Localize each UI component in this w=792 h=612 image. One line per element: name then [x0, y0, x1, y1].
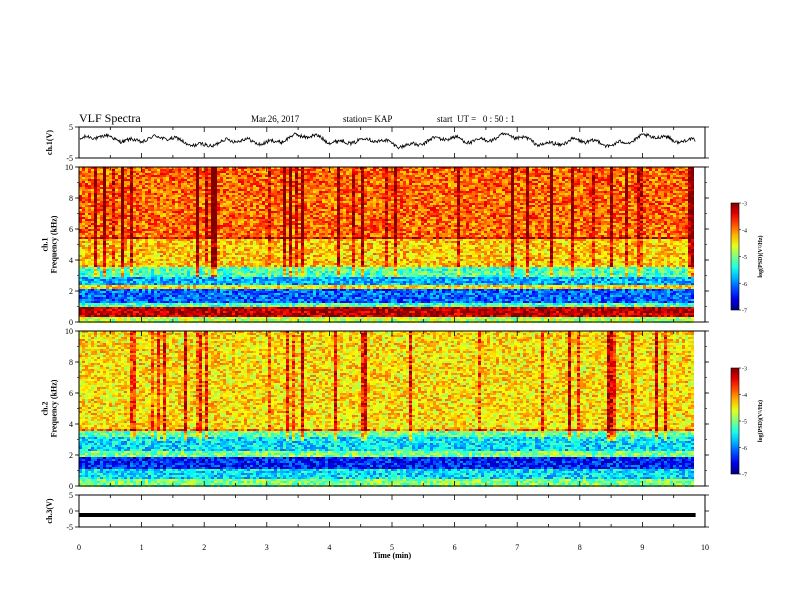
figure-title: VLF Spectra [79, 111, 141, 126]
ch2-spectrogram-colorbar-label: log(PSD)(V²/Hz) [757, 400, 764, 442]
ch2-spectrogram-ytick-label: 2 [69, 451, 73, 460]
ch3-waveform-ytick-label: -5 [66, 523, 73, 532]
ch1-trace [79, 131, 696, 150]
ch3-ylabel: ch.3(V) [45, 498, 54, 523]
station-label: station= KAP [343, 114, 392, 124]
ch1-spectrogram-ytick-label: 8 [69, 194, 73, 203]
ch1-spectrogram-ytick-label: 4 [69, 256, 73, 265]
x-tick-label: 7 [515, 543, 519, 552]
ch1-spectrogram-ylabel: Frequency (kHz) [50, 215, 59, 273]
ch2-spectrogram-colorbar [730, 367, 740, 475]
ch3-waveform-ytick-label: 5 [69, 491, 73, 500]
x-axis-label: Time (min) [373, 551, 412, 560]
ch2-spectrogram-ytick-label: 10 [65, 327, 73, 336]
start-time-label: start UT = 0 : 50 : 1 [437, 114, 515, 124]
ch1-ylabel: ch.1(V) [45, 130, 54, 155]
ch1-waveform-ytick-label: 5 [69, 123, 73, 132]
ch2-spectrogram-ytick-label: 0 [69, 482, 73, 491]
ch2-spectrogram-colorbar-tick-label: -3 [742, 367, 747, 373]
x-tick-label: 10 [701, 543, 709, 552]
ch1-spectrogram-colorbar-tick-label: -6 [742, 282, 747, 288]
ch1-spectrogram-colorbar-tick-label: -7 [742, 309, 747, 315]
x-tick-label: 9 [640, 543, 644, 552]
ch1-spectrogram-ytick-label: 0 [69, 318, 73, 327]
ch1-spectrogram-colorbar-label: log(PSD)(V²/Hz) [757, 235, 764, 277]
ch2-spectrogram-ytick-label: 8 [69, 358, 73, 367]
ch2-spectrogram-image [79, 331, 694, 487]
ch1-waveform-ytick-label: -5 [66, 154, 73, 163]
date-label: Mar.26, 2017 [251, 114, 299, 124]
ch2-spectrogram-ylabel: ch.2 [41, 402, 50, 416]
ch1-spectrogram-ytick-label: 2 [69, 287, 73, 296]
x-tick-label: 1 [140, 543, 144, 552]
ch1-spectrogram-colorbar-tick-label: -4 [742, 228, 747, 234]
x-tick-label: 5 [390, 543, 394, 552]
x-tick-label: 0 [77, 543, 81, 552]
x-tick-label: 2 [202, 543, 206, 552]
ch2-spectrogram-ylabel: Frequency (kHz) [50, 379, 59, 437]
ch2-spectrogram-colorbar-tick-label: -7 [742, 473, 747, 479]
ch2-spectrogram-colorbar-tick-label: -6 [742, 446, 747, 452]
x-tick-label: 8 [578, 543, 582, 552]
ch1-spectrogram-colorbar-tick-label: -5 [742, 255, 747, 261]
x-tick-label: 3 [265, 543, 269, 552]
ch1-spectrogram-colorbar-tick-label: -3 [742, 202, 747, 208]
ch2-spectrogram-colorbar-tick-label: -4 [742, 393, 747, 399]
x-tick-label: 4 [327, 543, 331, 552]
ch2-spectrogram-ytick-label: 4 [69, 420, 73, 429]
ch1-spectrogram-colorbar [730, 202, 740, 311]
ch1-spectrogram-image [79, 167, 694, 323]
ch3-waveform-ytick-label: 0 [69, 507, 73, 516]
ch1-spectrogram-ylabel: ch.1 [41, 238, 50, 252]
ch1-spectrogram-ytick-label: 10 [65, 163, 73, 172]
x-tick-label: 6 [453, 543, 457, 552]
ch2-spectrogram-colorbar-tick-label: -5 [742, 420, 747, 426]
ch1-spectrogram-ytick-label: 6 [69, 225, 73, 234]
ch2-spectrogram-ytick-label: 6 [69, 389, 73, 398]
